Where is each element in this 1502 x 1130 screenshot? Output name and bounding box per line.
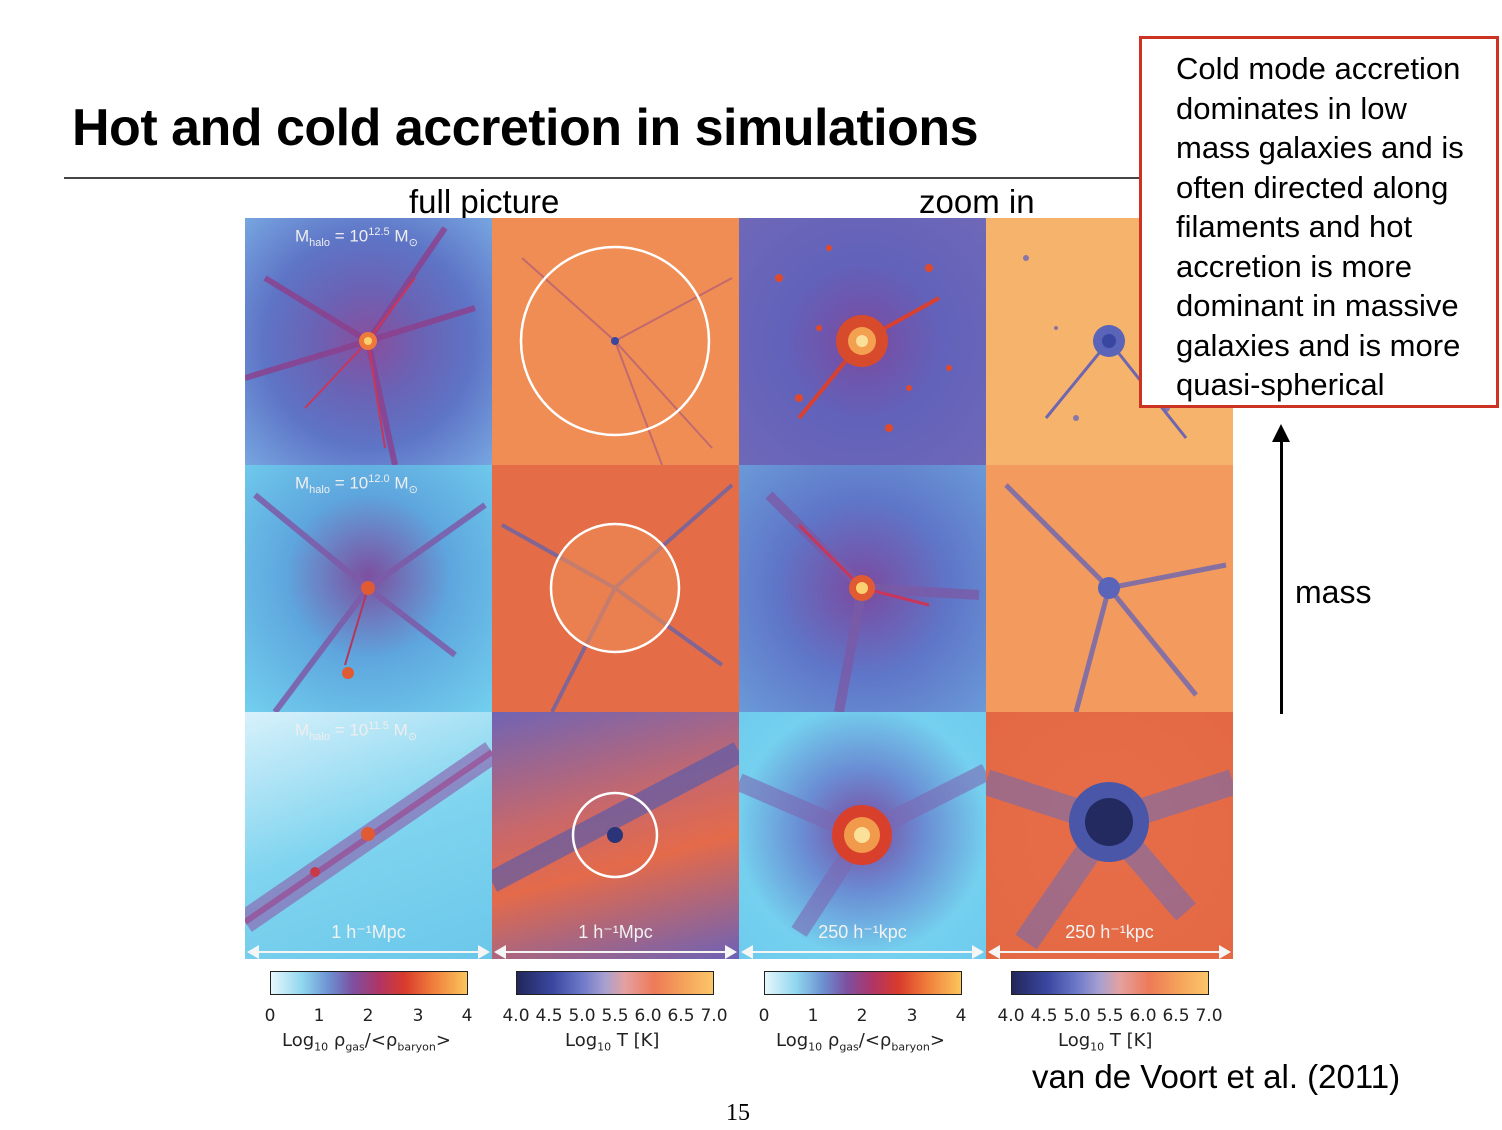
callout-line: dominates in low bbox=[1176, 90, 1407, 126]
callout-line: accretion is more bbox=[1176, 248, 1413, 284]
citation: van de Voort et al. (2011) bbox=[1032, 1058, 1401, 1095]
panel-density-full-row3: Mhalo = 1011.5 M⊙ 1 h⁻¹Mpc bbox=[245, 712, 492, 959]
density-zoom-row1 bbox=[775, 245, 952, 432]
panel-density-zoom-row2 bbox=[739, 465, 986, 712]
panel-temperature-full-row3: 1 h⁻¹Mpc bbox=[492, 712, 739, 959]
virial-radius-circle-row1 bbox=[519, 245, 711, 437]
panel-temperature-full-row1 bbox=[492, 218, 739, 465]
scale-label-col3: 250 h⁻¹kpc bbox=[818, 922, 907, 942]
density-zoom-row3 bbox=[739, 763, 986, 937]
callout-line: often directed along bbox=[1176, 169, 1449, 205]
scale-arrow-col1 bbox=[247, 945, 490, 959]
mass-axis-label: mass bbox=[1295, 574, 1372, 610]
column-heading-full-picture: full picture bbox=[409, 183, 560, 220]
panel-density-full-row1: Mhalo = 1012.5 M⊙ bbox=[245, 218, 492, 465]
panel-temperature-zoom-row2 bbox=[986, 465, 1233, 712]
colorbar-label-temperature-1: Log10 T [K] bbox=[565, 1030, 660, 1054]
panel-temperature-zoom-row3: 250 h⁻¹kpc bbox=[986, 712, 1233, 959]
callout-line: quasi-spherical bbox=[1176, 367, 1385, 402]
density-filaments-row2 bbox=[253, 492, 487, 712]
temperature-zoom-row2 bbox=[1004, 483, 1227, 712]
temperature-map-row3 bbox=[492, 742, 739, 892]
density-filaments-row1 bbox=[245, 226, 476, 465]
colorbar-label-density-2: Log10 ρgas/<ρbaryon> bbox=[776, 1030, 945, 1054]
density-filaments-row3 bbox=[245, 742, 492, 932]
callout-line: dominant in massive bbox=[1176, 288, 1459, 323]
scale-label-col4: 250 h⁻¹kpc bbox=[1065, 922, 1154, 942]
colorbar-temperature-2 bbox=[1011, 971, 1209, 995]
virial-radius-circle-row3 bbox=[571, 791, 659, 879]
callout-line: galaxies and is more bbox=[1176, 327, 1461, 363]
colorbar-label-density-1: Log10 ρgas/<ρbaryon> bbox=[282, 1030, 451, 1054]
halo-mass-label-row3: Mhalo = 1011.5 M⊙ bbox=[295, 720, 417, 744]
callout-line: filaments and hot bbox=[1176, 209, 1413, 244]
callout-line: Cold mode accretion bbox=[1176, 51, 1461, 86]
callout-line: mass galaxies and is bbox=[1176, 130, 1464, 165]
colorbar-density-2 bbox=[764, 971, 962, 995]
density-zoom-row2 bbox=[765, 491, 980, 712]
column-heading-zoom-in: zoom in bbox=[919, 183, 1035, 220]
mass-arrow-icon bbox=[1272, 424, 1290, 714]
virial-radius-circle-row2 bbox=[549, 522, 681, 654]
title-divider bbox=[64, 177, 1144, 179]
scale-label-col1: 1 h⁻¹Mpc bbox=[331, 922, 406, 942]
temperature-zoom-row3 bbox=[986, 769, 1233, 950]
scale-arrow-col2 bbox=[494, 945, 737, 959]
panel-density-full-row2: Mhalo = 1012.0 M⊙ bbox=[245, 465, 492, 712]
temperature-map-row2 bbox=[501, 483, 734, 712]
summary-callout-box: Cold mode accretion dominates in low mas… bbox=[1139, 36, 1499, 408]
panel-temperature-full-row2 bbox=[492, 465, 739, 712]
panel-density-zoom-row1 bbox=[739, 218, 986, 465]
slide-title: Hot and cold accretion in simulations bbox=[72, 99, 979, 157]
colorbar-temperature-1 bbox=[516, 971, 714, 995]
scale-arrow-col3 bbox=[741, 945, 984, 959]
page-number: 15 bbox=[726, 1100, 750, 1126]
simulation-figure-grid: Mhalo = 1012.5 M⊙ bbox=[245, 218, 1233, 959]
colorbar-density-1 bbox=[270, 971, 468, 995]
colorbar-label-temperature-2: Log10 T [K] bbox=[1058, 1030, 1153, 1054]
panel-density-zoom-row3: 250 h⁻¹kpc bbox=[739, 712, 986, 959]
scale-arrow-col4 bbox=[988, 945, 1231, 959]
halo-mass-label-row2: Mhalo = 1012.0 M⊙ bbox=[295, 473, 418, 497]
scale-label-col2: 1 h⁻¹Mpc bbox=[578, 922, 653, 942]
temperature-map-row1 bbox=[519, 245, 733, 465]
halo-mass-label-row1: Mhalo = 1012.5 M⊙ bbox=[295, 226, 418, 250]
